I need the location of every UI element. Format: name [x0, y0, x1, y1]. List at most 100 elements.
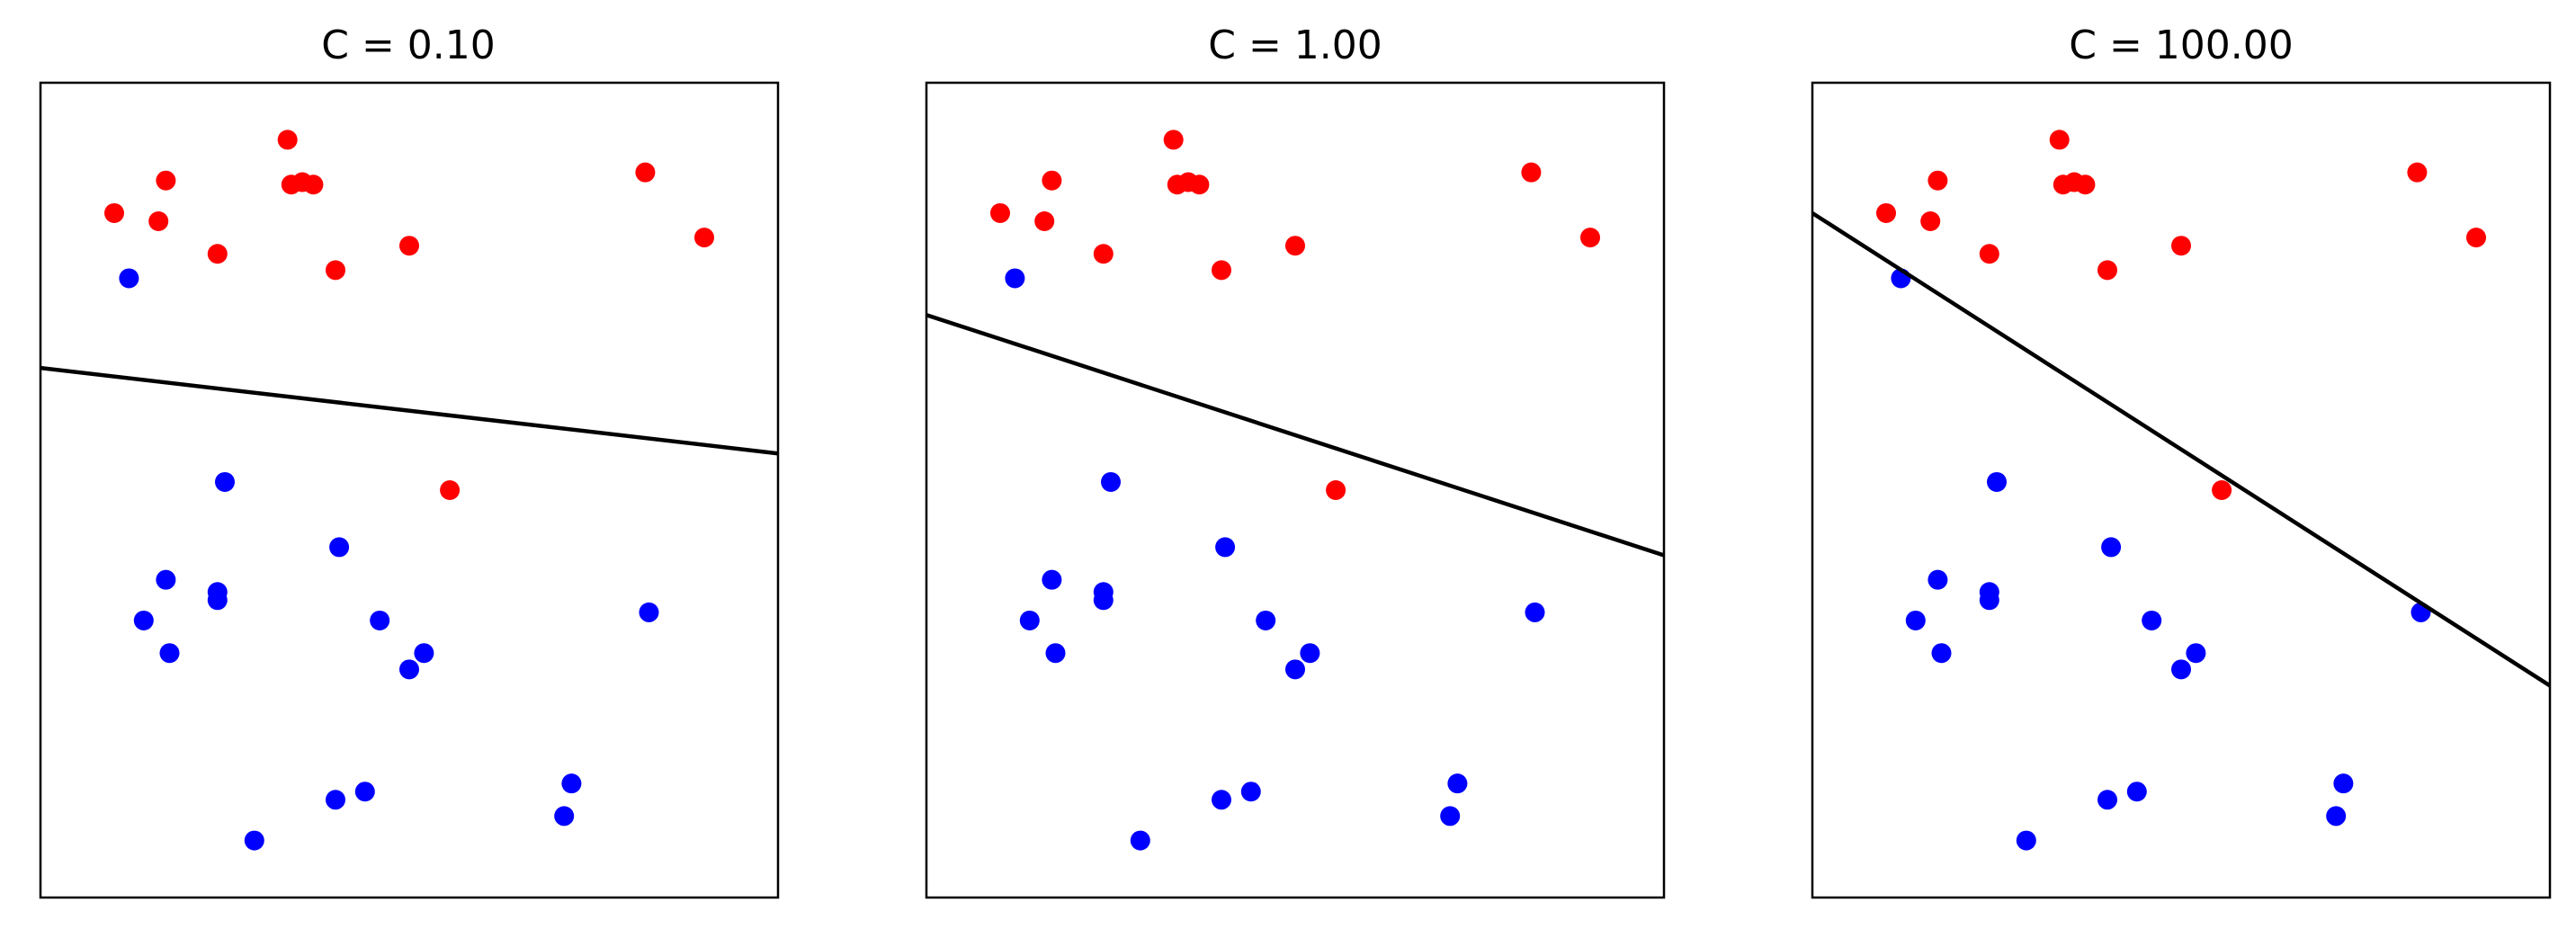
plot-area: [1811, 81, 2552, 899]
data-point: [1130, 830, 1150, 851]
decision-boundary-line: [40, 365, 778, 456]
data-point: [1928, 170, 1948, 191]
series-blue: [1005, 268, 1545, 851]
panel-c-1-00: C = 1.00: [925, 22, 1666, 899]
data-point: [2171, 659, 2191, 680]
data-point: [2097, 790, 2117, 810]
data-point: [440, 480, 461, 500]
plot-area: [39, 81, 780, 899]
data-point: [2097, 260, 2117, 281]
data-point: [1300, 643, 1320, 664]
data-point: [1042, 569, 1062, 590]
data-point: [1447, 773, 1468, 794]
data-point: [2016, 830, 2036, 851]
data-point: [2142, 610, 2162, 630]
data-point: [2126, 782, 2147, 802]
series-red: [1876, 130, 2486, 500]
data-point: [1240, 782, 1261, 802]
axes-frame: [39, 81, 780, 899]
panel-title: C = 100.00: [2069, 22, 2294, 68]
panel-c-0-10: C = 0.10: [39, 22, 780, 899]
data-point: [414, 643, 434, 664]
data-point: [2186, 643, 2206, 664]
data-point: [1876, 202, 1896, 223]
data-point: [1285, 236, 1305, 256]
data-point: [1521, 162, 1542, 183]
data-point: [1326, 480, 1346, 500]
data-point: [2049, 130, 2070, 150]
data-point: [215, 471, 235, 492]
data-point: [1101, 471, 1121, 492]
data-point: [326, 790, 345, 810]
panel-title: C = 0.10: [321, 22, 496, 68]
data-point: [2326, 806, 2347, 826]
data-point: [1093, 590, 1114, 611]
data-point: [1163, 130, 1184, 150]
data-point: [561, 773, 582, 794]
data-point: [1931, 643, 1952, 664]
data-point: [2212, 480, 2232, 500]
series-blue: [1891, 268, 2431, 851]
data-point: [159, 643, 180, 664]
data-point: [990, 202, 1010, 223]
data-point: [1440, 806, 1461, 826]
data-point: [1987, 471, 2007, 492]
data-point: [2333, 773, 2354, 794]
data-point: [1905, 610, 1926, 630]
series-red: [104, 130, 714, 500]
data-point: [1215, 537, 1236, 558]
data-point: [1285, 659, 1305, 680]
data-point: [1580, 228, 1600, 248]
panel-title: C = 1.00: [1208, 22, 1382, 68]
data-point: [207, 244, 228, 264]
series-red: [990, 130, 1600, 500]
data-point: [1256, 610, 1276, 630]
data-point: [133, 610, 154, 630]
data-point: [1034, 211, 1055, 232]
data-point: [694, 228, 714, 248]
data-point: [1979, 590, 1999, 611]
data-point: [639, 602, 659, 622]
data-point: [1979, 244, 1999, 264]
data-point: [1212, 260, 1231, 281]
data-point: [554, 806, 575, 826]
data-point: [156, 170, 176, 191]
data-point: [119, 268, 139, 289]
decision-boundary-line: [1812, 211, 2550, 688]
data-point: [399, 236, 419, 256]
data-point: [326, 260, 345, 281]
data-point: [2466, 228, 2486, 248]
data-point: [370, 610, 390, 630]
data-point: [207, 590, 228, 611]
axes-frame: [925, 81, 1666, 899]
data-point: [156, 569, 176, 590]
data-point: [1005, 268, 1025, 289]
data-point: [1093, 244, 1114, 264]
plot-area: [925, 81, 1666, 899]
data-point: [635, 162, 656, 183]
panel-c-100-00: C = 100.00: [1811, 22, 2552, 899]
data-point: [2407, 162, 2428, 183]
data-point: [1019, 610, 1040, 630]
data-point: [399, 659, 419, 680]
data-point: [2171, 236, 2191, 256]
data-point: [148, 211, 169, 232]
decision-boundary-line: [926, 313, 1664, 558]
data-point: [1928, 569, 1948, 590]
data-point: [1045, 643, 1066, 664]
data-point: [104, 202, 124, 223]
data-point: [1212, 790, 1231, 810]
data-point: [277, 130, 298, 150]
axes-frame: [1811, 81, 2552, 899]
data-point: [1189, 174, 1210, 195]
data-point: [1920, 211, 1941, 232]
data-point: [1042, 170, 1062, 191]
series-blue: [119, 268, 659, 851]
data-point: [244, 830, 264, 851]
data-point: [329, 537, 350, 558]
data-point: [2101, 537, 2122, 558]
data-point: [354, 782, 375, 802]
data-point: [2075, 174, 2096, 195]
